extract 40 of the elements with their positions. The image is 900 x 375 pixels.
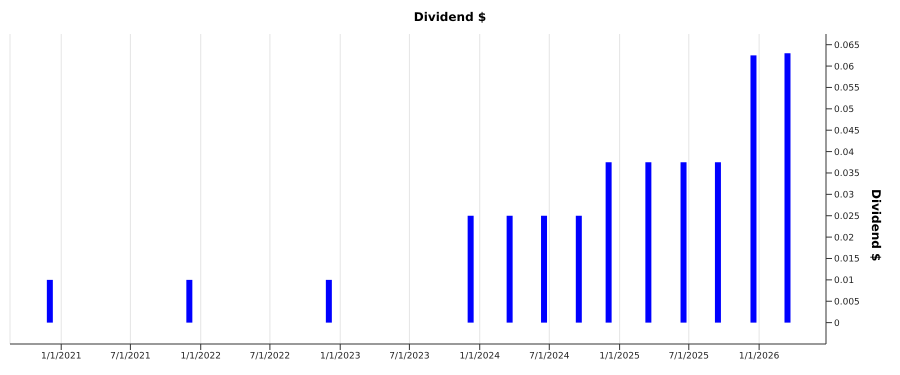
y-tick-label: 0.04 <box>834 148 854 158</box>
x-tick-label: 1/1/2026 <box>738 351 780 362</box>
y-axis-title: Dividend $ <box>868 189 883 262</box>
bar <box>186 280 192 323</box>
x-tick-label: 1/1/2024 <box>460 351 500 362</box>
bar <box>680 162 687 323</box>
y-tick-label: 0.03 <box>834 190 854 201</box>
bar <box>46 280 53 323</box>
bar <box>468 216 474 323</box>
x-tick-label: 7/1/2024 <box>529 351 570 362</box>
y-tick-label: 0.015 <box>834 254 860 265</box>
y-tick-label: 0.01 <box>834 276 854 286</box>
x-tick-label: 7/1/2022 <box>250 351 290 362</box>
y-tick-label: 0.005 <box>834 297 860 308</box>
x-tick-label: 7/1/2025 <box>668 351 709 362</box>
y-tick-label: 0.05 <box>834 105 854 116</box>
y-tick-label: 0.06 <box>834 62 854 72</box>
y-tick-label: 0.035 <box>834 169 860 180</box>
y-tick-label: 0.045 <box>834 126 860 136</box>
bar <box>784 53 790 323</box>
x-tick-label: 7/1/2021 <box>110 351 151 362</box>
bar <box>750 55 756 323</box>
y-tick-label: 0.025 <box>834 212 860 222</box>
chart-title: Dividend $ <box>412 9 488 26</box>
x-tick-label: 1/1/2022 <box>180 351 221 362</box>
bar <box>606 162 612 323</box>
y-tick-label: 0.055 <box>834 84 860 94</box>
x-tick-label: 1/1/2023 <box>320 351 360 362</box>
x-tick-label: 1/1/2025 <box>599 351 640 362</box>
bar <box>541 216 548 323</box>
x-tick-label: 7/1/2023 <box>389 351 430 362</box>
bar <box>714 162 721 323</box>
y-tick-label: 0.065 <box>834 40 860 51</box>
x-tick-label: 1/1/2021 <box>41 351 82 362</box>
y-tick-label: 0 <box>834 318 840 329</box>
bar <box>645 162 652 323</box>
bar <box>506 216 513 323</box>
bar <box>576 216 582 323</box>
bar <box>326 280 332 323</box>
y-tick-label: 0.02 <box>834 233 854 244</box>
